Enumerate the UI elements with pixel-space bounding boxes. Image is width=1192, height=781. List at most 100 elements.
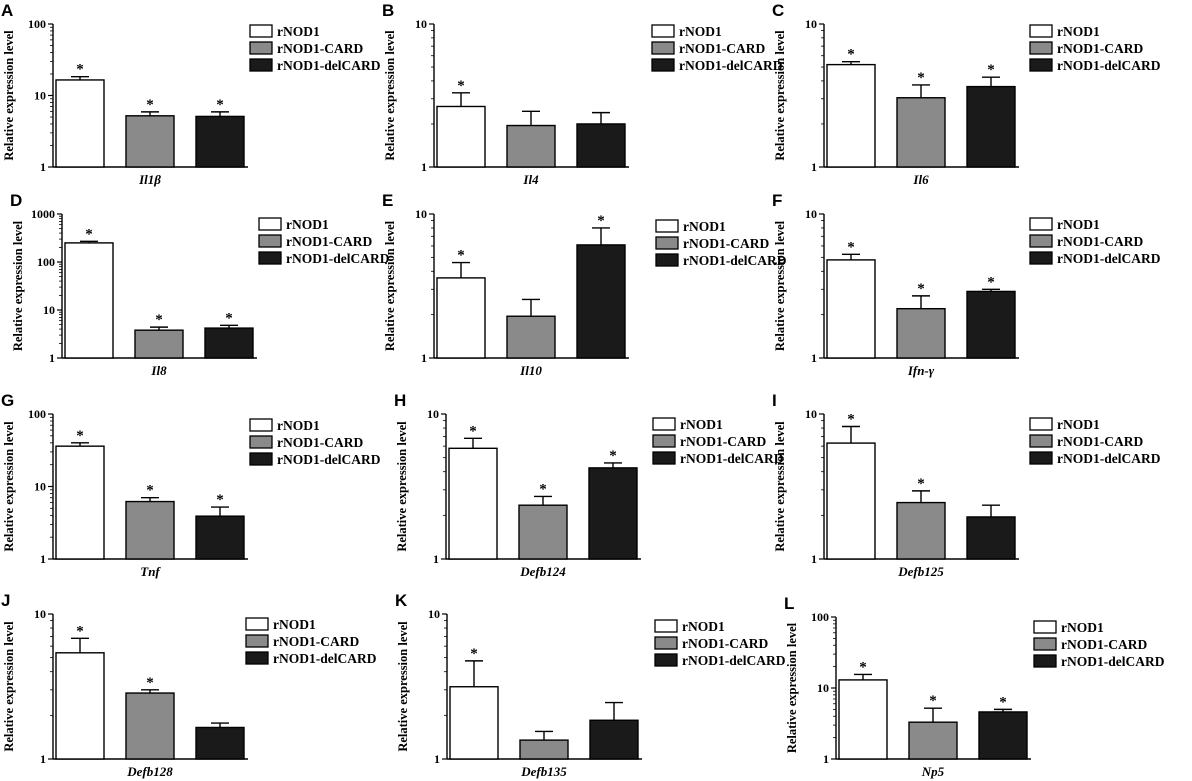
- significance-star: *: [146, 675, 154, 691]
- y-axis-label: Relative expression level: [395, 421, 409, 552]
- legend-swatch: [249, 24, 273, 38]
- legend-swatch: [654, 619, 678, 633]
- significance-star: *: [859, 659, 867, 675]
- gene-label: Defb124: [519, 564, 566, 579]
- legend-label: rNOD1: [286, 217, 329, 232]
- legend-swatch: [249, 58, 273, 72]
- legend-swatch: [652, 417, 676, 431]
- y-tick-label: 10: [34, 607, 46, 621]
- bar-rnod1-delcard: [589, 719, 639, 760]
- bar-rnod1-card: [125, 692, 175, 760]
- legend-swatch: [245, 651, 269, 665]
- significance-star: *: [929, 693, 937, 709]
- y-tick-label: 100: [28, 17, 46, 31]
- y-tick-label: 1: [40, 752, 46, 766]
- significance-star: *: [146, 483, 154, 499]
- chart-panel-c: C Relative expression level 1 10 * * * Il6 rNOD1…: [772, 1, 1161, 187]
- y-tick-label: 10: [34, 89, 46, 103]
- panel-label: G: [1, 391, 14, 410]
- legend: rNOD1 rNOD1-CARD rNOD1-delCARD: [1029, 24, 1161, 73]
- legend-swatch: [249, 435, 273, 449]
- legend-swatch: [652, 434, 676, 448]
- legend-swatch: [1029, 234, 1053, 248]
- legend-swatch: [654, 653, 678, 667]
- y-axis-label: Relative expression level: [383, 30, 397, 161]
- bar-rnod1-delcard: [966, 290, 1016, 359]
- legend-label: rNOD1-CARD: [679, 41, 765, 56]
- gene-label: Il6: [912, 172, 929, 187]
- y-tick-label: 10: [805, 407, 817, 421]
- panel-label: H: [394, 391, 406, 410]
- panel-label: J: [1, 591, 10, 610]
- significance-star: *: [609, 448, 617, 464]
- chart-panel-l: L Relative expression level 1 10 100 * * * Np5 rN…: [784, 594, 1165, 779]
- legend-swatch: [651, 24, 675, 38]
- legend: rNOD1 rNOD1-CARD rNOD1-delCARD: [654, 619, 786, 668]
- y-tick-label: 10: [34, 480, 46, 494]
- legend: rNOD1 rNOD1-CARD rNOD1-delCARD: [249, 24, 381, 73]
- bar-rnod1: [826, 259, 876, 359]
- legend-label: rNOD1-delCARD: [679, 58, 783, 73]
- chart-panel-a: A Relative expression level 1 10 100 * * * Il1β r…: [1, 1, 381, 187]
- significance-star: *: [847, 239, 855, 255]
- bar-rnod1-card: [896, 501, 946, 560]
- gene-label: Defb128: [126, 764, 173, 779]
- legend-label: rNOD1: [277, 418, 320, 433]
- y-tick-label: 100: [37, 255, 55, 269]
- legend-label: rNOD1-CARD: [1057, 41, 1143, 56]
- gene-label: Il10: [519, 363, 542, 378]
- significance-star: *: [987, 274, 995, 290]
- panel-label: A: [1, 1, 13, 20]
- y-tick-label: 1: [421, 351, 427, 365]
- y-tick-label: 1: [433, 552, 439, 566]
- legend-swatch: [651, 41, 675, 55]
- chart-panel-f: F Relative expression level 1 10 * * * Ifn-γ rNO…: [772, 191, 1161, 378]
- y-tick-label: 1: [434, 752, 440, 766]
- bar-rnod1: [55, 445, 105, 560]
- y-axis-label: Relative expression level: [2, 30, 16, 161]
- legend-label: rNOD1-delCARD: [286, 251, 390, 266]
- legend-label: rNOD1: [1057, 24, 1100, 39]
- panel-label: F: [772, 191, 782, 210]
- bar-rnod1-card: [896, 97, 946, 168]
- bar-rnod1-delcard: [576, 244, 626, 359]
- y-tick-label: 1000: [31, 207, 55, 221]
- significance-star: *: [847, 411, 855, 427]
- legend: rNOD1 rNOD1-CARD rNOD1-delCARD: [1033, 620, 1165, 669]
- bar-rnod1-card: [518, 504, 568, 560]
- y-tick-label: 10: [817, 681, 829, 695]
- legend-label: rNOD1: [273, 617, 316, 632]
- significance-star: *: [987, 62, 995, 78]
- legend-label: rNOD1-delCARD: [680, 451, 784, 466]
- significance-star: *: [999, 694, 1007, 710]
- gene-label: Tnf: [140, 564, 161, 579]
- legend-swatch: [654, 636, 678, 650]
- legend-swatch: [1033, 620, 1057, 634]
- significance-star: *: [917, 70, 925, 86]
- legend-swatch: [249, 452, 273, 466]
- legend: rNOD1 rNOD1-CARD rNOD1-delCARD: [1029, 217, 1161, 266]
- significance-star: *: [76, 62, 84, 78]
- legend-label: rNOD1-delCARD: [683, 253, 787, 268]
- panel-label: I: [772, 391, 777, 410]
- legend-swatch: [1029, 417, 1053, 431]
- legend-swatch: [245, 617, 269, 631]
- y-tick-label: 10: [415, 207, 427, 221]
- significance-star: *: [76, 428, 84, 444]
- legend-swatch: [1029, 24, 1053, 38]
- bar-rnod1-card: [896, 307, 946, 359]
- y-axis-label: Relative expression level: [383, 220, 397, 351]
- panel-label: L: [784, 594, 794, 613]
- y-tick-label: 100: [28, 407, 46, 421]
- y-tick-label: 1: [421, 160, 427, 174]
- chart-panel-j: J Relative expression level 1 10 * * Defb128 rN…: [1, 591, 377, 779]
- legend-swatch: [258, 251, 282, 265]
- significance-star: *: [146, 97, 154, 113]
- legend-label: rNOD1: [683, 219, 726, 234]
- y-tick-label: 10: [428, 607, 440, 621]
- y-axis-label: Relative expression level: [11, 220, 25, 351]
- legend-label: rNOD1-CARD: [1057, 434, 1143, 449]
- legend-swatch: [1033, 637, 1057, 651]
